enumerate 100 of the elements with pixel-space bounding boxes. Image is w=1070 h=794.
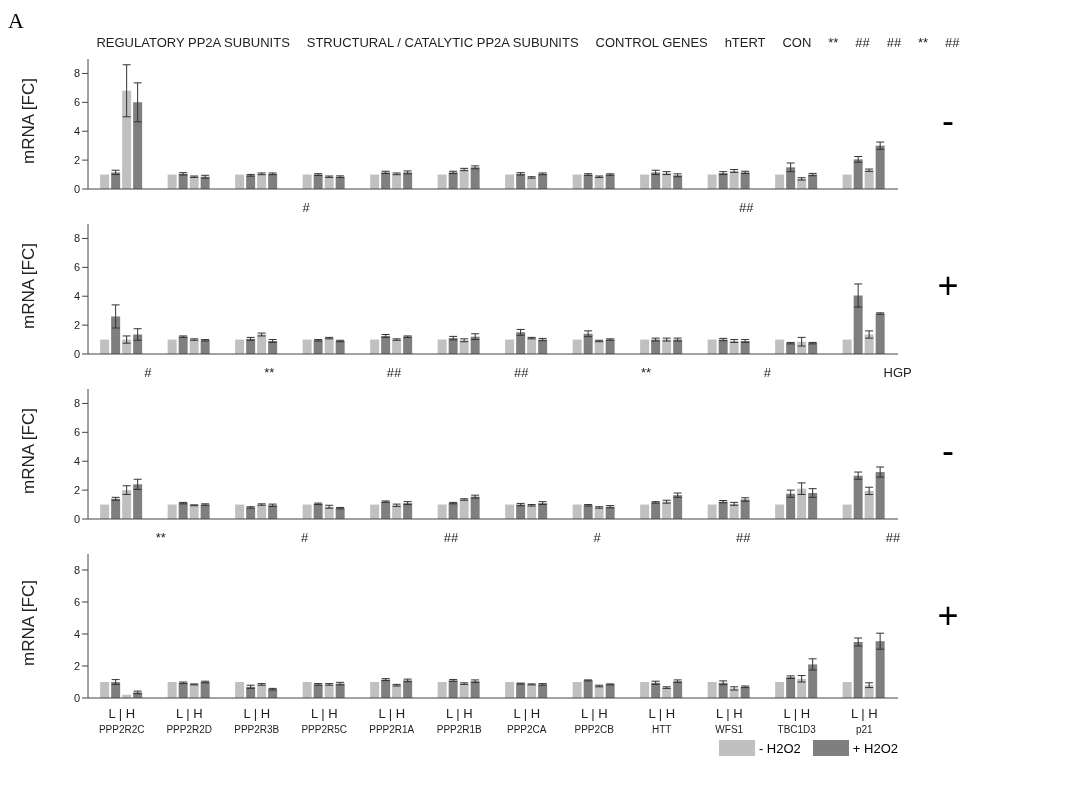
bar [853, 295, 863, 354]
y-tick-label: 0 [73, 512, 80, 525]
bar [381, 335, 391, 354]
text: ** [264, 364, 275, 381]
text: ## [736, 529, 751, 546]
bar [167, 174, 177, 189]
y-tick-label: 8 [73, 563, 80, 576]
text: CON [782, 34, 812, 51]
text: ## [886, 34, 902, 51]
bar [246, 507, 256, 519]
bar [786, 677, 796, 698]
y-tick-label: 6 [73, 426, 80, 439]
bar [324, 338, 334, 354]
bar [572, 339, 582, 354]
bar [235, 504, 245, 519]
bar [111, 498, 121, 519]
bar [729, 170, 739, 189]
bar [100, 174, 110, 189]
bar [842, 174, 852, 189]
bar [437, 174, 447, 189]
bar [775, 504, 785, 519]
bar [718, 173, 728, 189]
bar [640, 174, 650, 189]
bar [302, 339, 312, 354]
bar [448, 680, 458, 698]
bar [875, 145, 885, 189]
text: L | H [580, 706, 608, 721]
bar [864, 170, 874, 189]
bar [572, 174, 582, 189]
text: L | H [378, 706, 406, 721]
text: STRUCTURAL / CATALYTIC PP2A SUBUNITS [306, 34, 579, 51]
bar [853, 642, 863, 698]
y-axis-title: mRNA [FC] [19, 78, 39, 164]
bar [437, 682, 447, 698]
bar [448, 503, 458, 519]
chart-title: A [8, 8, 25, 34]
bar [651, 172, 661, 189]
bar [505, 174, 515, 189]
bar [707, 174, 717, 189]
bar [459, 169, 469, 189]
bar [302, 682, 312, 698]
bar [640, 682, 650, 698]
bar [842, 504, 852, 519]
text: ## [513, 364, 529, 381]
x-tick-label: PPP2R1B [436, 724, 483, 735]
bar [189, 505, 199, 519]
text: # [593, 529, 601, 546]
bar [786, 493, 796, 519]
bar [448, 172, 458, 189]
bar [167, 682, 177, 698]
bar [392, 505, 402, 519]
x-tick-label: PPP2R1A [369, 724, 415, 735]
bar [808, 493, 818, 519]
bar [370, 504, 380, 519]
bar [875, 641, 885, 698]
y-tick-label: 8 [73, 67, 80, 80]
legend-label: - H2O2 [758, 740, 801, 756]
bar [133, 484, 143, 519]
bar [594, 507, 604, 519]
text: L | H [513, 706, 541, 721]
bar [111, 316, 121, 354]
text: L | H [243, 706, 271, 721]
bar [403, 503, 413, 519]
bar [167, 339, 177, 354]
text: L | H [783, 706, 811, 721]
x-tick-label: PPP2CA [507, 724, 547, 735]
y-tick-label: 2 [73, 659, 80, 672]
bar [448, 338, 458, 354]
bar [470, 496, 480, 519]
bar [459, 340, 469, 354]
bar [370, 682, 380, 698]
y2-axis-title: + [936, 264, 960, 308]
bar [100, 504, 110, 519]
bar [381, 172, 391, 189]
bar [381, 501, 391, 519]
x-tick-label: PPP2R2D [166, 724, 213, 735]
text: # [763, 364, 771, 381]
bar [122, 490, 132, 519]
x-tick-label: p21 [855, 724, 874, 735]
bar [673, 175, 683, 189]
bar [673, 495, 683, 519]
y-tick-label: 6 [73, 96, 80, 109]
text: # [302, 199, 310, 216]
bar [235, 174, 245, 189]
y-tick-label: 0 [73, 347, 80, 360]
text: ## [945, 34, 960, 51]
text: REGULATORY PP2A SUBUNITS [96, 34, 290, 51]
y-tick-label: 4 [73, 125, 80, 138]
y-axis-title: mRNA [FC] [19, 243, 39, 329]
bar [572, 504, 582, 519]
bar [302, 504, 312, 519]
x-tick-label: PPP2R3B [234, 724, 280, 735]
bar [459, 499, 469, 519]
x-tick-label: PPP2R2C [98, 724, 145, 735]
y-tick-label: 6 [73, 595, 80, 608]
x-tick-label: PPP2CB [574, 724, 615, 735]
text: hTERT [724, 34, 766, 51]
bar [111, 682, 121, 698]
text: # [144, 364, 152, 381]
y-tick-label: 0 [73, 691, 80, 704]
